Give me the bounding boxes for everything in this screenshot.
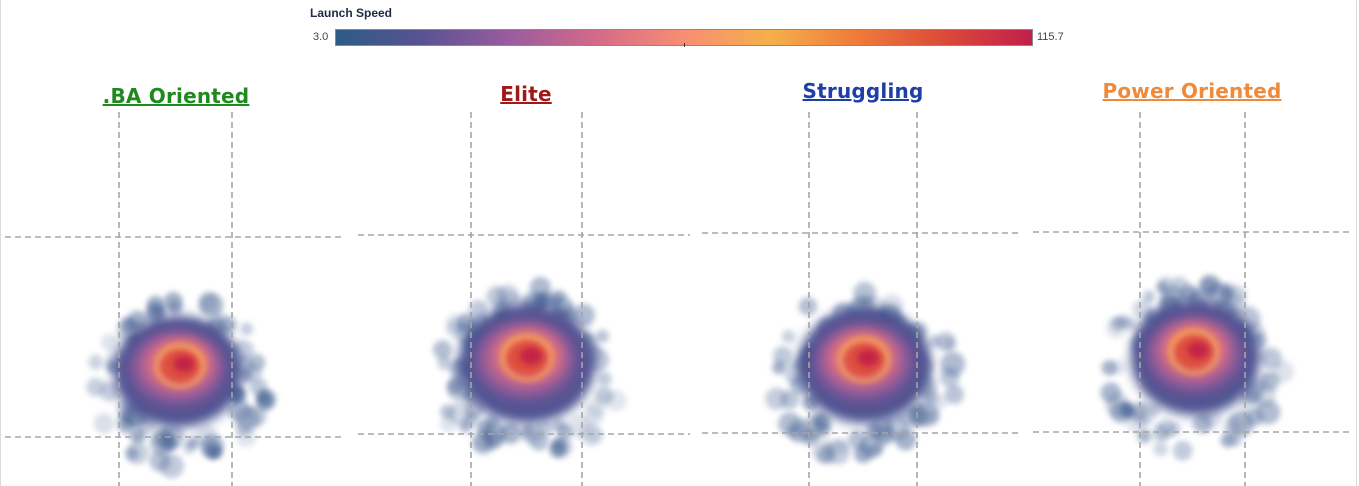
density-blob (595, 386, 614, 405)
density-blob (1153, 441, 1169, 457)
density-peak (173, 355, 195, 373)
density-blob (551, 436, 573, 458)
density-blob (239, 369, 253, 384)
density-blob (928, 334, 942, 348)
density-blob (894, 429, 917, 451)
density-contour (838, 337, 890, 383)
density-peak (1187, 341, 1209, 359)
density-blob (156, 432, 177, 452)
density-blob (1101, 360, 1118, 376)
density-blob (1220, 432, 1236, 448)
density-blob (88, 354, 104, 370)
legend-max-label: 115.7 (1037, 31, 1064, 43)
density-blob (127, 310, 148, 331)
density-blob (780, 390, 800, 410)
density-blob (1172, 440, 1193, 461)
density-blob (572, 304, 596, 327)
density-blob (936, 331, 956, 352)
density-blob (1137, 429, 1152, 444)
density-blob (100, 333, 119, 352)
density-blob (1198, 278, 1217, 296)
density-blob (468, 299, 488, 319)
density-blob (1201, 409, 1222, 430)
density-blob (126, 441, 149, 465)
density-blob (1133, 402, 1157, 426)
density-blob (159, 453, 185, 479)
density-blob (798, 297, 818, 316)
density-blob (865, 422, 883, 439)
density-peak (519, 347, 543, 365)
heatmap-panel-struggling (702, 112, 1022, 486)
density-blob (772, 360, 786, 375)
panel-title-ba-oriented: .BA Oriented (102, 84, 250, 108)
density-blob (1260, 347, 1282, 370)
density-blob (200, 434, 224, 459)
density-blob (825, 439, 851, 465)
color-legend: Launch Speed 3.0 115.7 (0, 0, 1359, 60)
density-blob (227, 398, 251, 422)
legend-title: Launch Speed (310, 6, 393, 20)
density-blob (1218, 286, 1233, 300)
density-blob (485, 414, 499, 428)
heatmap-panel-ba (5, 112, 345, 486)
density-blob (529, 276, 551, 298)
panel-title-power-oriented: Power Oriented (1102, 79, 1282, 103)
density-blob (773, 346, 793, 366)
density-blob (448, 401, 472, 426)
density-blob (471, 431, 495, 456)
density-blob (432, 340, 452, 359)
density-blob (1171, 276, 1189, 294)
density-blob (240, 322, 254, 336)
density-blob (1228, 285, 1247, 304)
density-blob (939, 367, 960, 388)
legend-mid-tick (684, 43, 685, 47)
right-border-line (1356, 0, 1357, 486)
density-blob (1117, 314, 1131, 328)
density-blob (529, 431, 549, 451)
density-contour (155, 344, 205, 388)
density-blob (1142, 290, 1156, 304)
density-blob (146, 295, 165, 314)
density-blob (944, 384, 964, 405)
density-blob (212, 311, 225, 324)
density-blob (1167, 422, 1182, 437)
density-blob (933, 394, 948, 410)
density-blob (437, 355, 453, 371)
density-blob (167, 300, 183, 316)
density-blob (548, 296, 561, 310)
heatmap-panel-elite (358, 112, 690, 486)
density-blob (99, 381, 120, 402)
heatmap-panel-power (1033, 112, 1352, 486)
density-blob (597, 371, 612, 387)
density-contour (501, 335, 553, 381)
density-blob (129, 427, 146, 444)
density-blob (781, 329, 796, 344)
legend-min-label: 3.0 (313, 31, 329, 43)
density-blob (249, 378, 268, 396)
density-blob (912, 400, 939, 427)
panel-title-struggling: Struggling (802, 79, 924, 103)
panel-title-elite: Elite (500, 82, 552, 106)
density-blob (198, 292, 218, 312)
density-blob (585, 426, 604, 445)
density-blob (495, 284, 520, 308)
density-blob (847, 430, 867, 450)
left-border-line (0, 0, 1, 486)
density-peak (857, 349, 879, 367)
density-blob (1157, 276, 1176, 295)
density-blob (1100, 382, 1122, 404)
density-contour (1169, 329, 1219, 375)
density-blob (567, 414, 591, 439)
density-blob (551, 418, 566, 433)
density-blob (186, 436, 200, 450)
density-blob (815, 422, 831, 438)
density-blob (595, 329, 610, 344)
density-blob (93, 413, 115, 434)
